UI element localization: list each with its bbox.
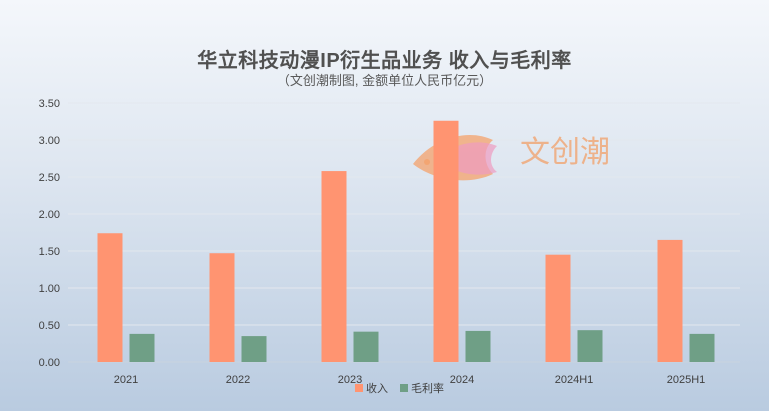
y-tick-label: 3.00 <box>39 135 60 147</box>
bar-revenue-2021 <box>97 233 123 362</box>
y-tick-label: 2.00 <box>39 209 60 221</box>
x-tick-label: 2024H1 <box>555 374 594 386</box>
y-tick-label: 0.50 <box>39 320 60 332</box>
x-tick-label: 2023 <box>338 374 362 386</box>
bars <box>97 120 715 362</box>
chart-subtitle: （文创潮制图, 金额单位人民币亿元） <box>276 73 493 88</box>
y-tick-label: 1.00 <box>39 283 60 295</box>
bar-gross-margin-2021 <box>129 333 155 362</box>
chart-title: 华立科技动漫IP衍生品业务 收入与毛利率 <box>197 50 572 72</box>
x-tick-label: 2022 <box>226 374 250 386</box>
bar-gross-margin-2024 <box>465 330 491 362</box>
y-tick-label: 2.50 <box>39 172 60 184</box>
bar-revenue-2024 <box>433 120 459 362</box>
legend-label-revenue: 收入 <box>366 381 388 395</box>
bar-revenue-2023 <box>321 171 347 362</box>
x-axis: 2021 2022 2023 2024 2024H1 2025H1 <box>114 374 706 386</box>
grid-lines <box>68 102 740 363</box>
x-tick-label: 2021 <box>114 374 138 386</box>
bar-gross-margin-2022 <box>241 336 267 362</box>
bar-gross-margin-2025H1 <box>689 333 715 362</box>
x-tick-label: 2024 <box>450 374 474 386</box>
bar-revenue-2025H1 <box>657 239 683 362</box>
bar-gross-margin-2023 <box>353 331 379 362</box>
legend-swatch-gross-margin <box>400 384 408 392</box>
legend-label-gross-margin: 毛利率 <box>411 381 444 395</box>
bar-gross-margin-2024H1 <box>577 330 603 362</box>
y-axis: 0.00 0.50 1.00 1.50 2.00 2.50 3.00 3.50 <box>39 98 60 369</box>
x-tick-label: 2025H1 <box>667 374 706 386</box>
y-tick-label: 0.00 <box>39 357 60 369</box>
bar-revenue-2022 <box>209 253 235 362</box>
legend: 收入 毛利率 <box>355 381 444 395</box>
bar-revenue-2024H1 <box>545 254 571 362</box>
y-tick-label: 3.50 <box>39 98 60 110</box>
legend-swatch-revenue <box>355 384 363 392</box>
watermark-label: 文创潮 <box>520 135 610 170</box>
y-tick-label: 1.50 <box>39 246 60 258</box>
